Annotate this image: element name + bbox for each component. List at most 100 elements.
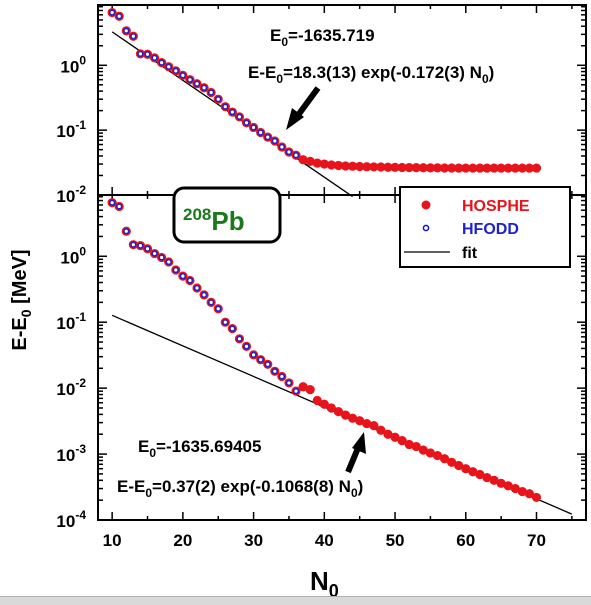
y-tick-label-base: 10: [56, 446, 75, 465]
hfodd-point: [130, 33, 137, 40]
hfodd-point: [229, 325, 236, 332]
y-tick-label: 10-2: [56, 376, 86, 399]
x-tick-label: 20: [173, 531, 192, 550]
hfodd-point: [200, 84, 208, 91]
y-tick-label-base: 10: [56, 187, 75, 206]
top-hfodd-series: [108, 9, 300, 159]
hfodd-point: [285, 148, 293, 156]
hosphe-point: [305, 385, 315, 395]
x-tick-label: 10: [103, 531, 122, 550]
bottom-arrow: [345, 432, 366, 474]
hfodd-point: [250, 351, 257, 359]
x-tick-label: 60: [456, 531, 475, 550]
y-tick-label-exp: -4: [75, 508, 86, 522]
legend-item-fit: fit: [404, 245, 478, 262]
hfodd-point: [243, 343, 250, 350]
hfodd-point: [264, 133, 271, 141]
y-axis-label: E-E0 [MeV]: [9, 249, 34, 350]
y-tick-label-base: 10: [60, 57, 79, 76]
hfodd-point: [285, 379, 293, 387]
legend-item-hfodd: HFODD: [422, 221, 519, 238]
hosphe-point: [369, 421, 379, 431]
hosphe-point: [397, 436, 407, 446]
svg-text:HOSPHE: HOSPHE: [462, 198, 530, 215]
hfodd-point: [137, 50, 144, 58]
hfodd-point: [179, 72, 187, 79]
y-tick-label: 100: [60, 244, 86, 267]
legend: HOSPHE HFODD fit: [399, 186, 571, 268]
hfodd-point: [229, 108, 236, 116]
x-tick-label: 40: [315, 531, 334, 550]
hosphe-point: [376, 425, 386, 435]
hfodd-point: [108, 199, 116, 206]
hfodd-point: [116, 203, 123, 210]
svg-text:fit: fit: [462, 245, 478, 262]
hfodd-point: [151, 250, 158, 257]
y-tick-label: 10-1: [56, 310, 86, 333]
hfodd-point: [158, 59, 165, 66]
hfodd-point: [151, 54, 158, 62]
hosphe-point: [326, 403, 336, 413]
y-tick-label-exp: -1: [75, 118, 86, 132]
y-tick-label-base: 10: [60, 248, 79, 267]
hosphe-point: [524, 489, 535, 499]
x-axis-label: N0: [310, 566, 339, 601]
hfodd-point: [158, 254, 165, 261]
bottom-hfodd-series: [108, 199, 300, 395]
hfodd-point: [236, 335, 243, 343]
hfodd-point: [179, 272, 187, 280]
bottom-fit-formula: E-E0=0.37(2) exp(-0.1068(8) N0): [117, 477, 363, 500]
legend-item-hosphe: HOSPHE: [421, 198, 530, 215]
nucleus-label-box: 208Pb: [172, 186, 282, 244]
svg-text:HFODD: HFODD: [462, 221, 519, 238]
hfodd-point: [137, 242, 144, 249]
hfodd-point: [172, 67, 179, 75]
window-bottom-bar: [0, 596, 591, 605]
top-arrow: [286, 86, 321, 130]
y-tick-label-exp: -3: [75, 442, 86, 456]
hfodd-point: [207, 299, 215, 306]
y-tick-label: 100: [60, 53, 86, 76]
x-tick-labels: 10 20 30 40 50 60 70: [103, 531, 546, 550]
y-tick-label: 10-1: [56, 118, 86, 141]
hfodd-point: [215, 95, 222, 103]
hfodd-point: [200, 291, 208, 299]
top-axis-ticks: [98, 5, 586, 196]
hfodd-point: [116, 13, 123, 20]
hosphe-point: [312, 395, 322, 406]
hfodd-point: [123, 228, 130, 235]
x-tick-label: 30: [244, 531, 263, 550]
y-tick-label-exp: 0: [79, 244, 86, 258]
top-e0-annotation: E0=-1635.719: [270, 26, 375, 49]
hfodd-point: [278, 373, 286, 380]
hfodd-point: [130, 241, 137, 248]
y-tick-label-exp: -2: [75, 376, 86, 390]
y-tick-label-exp: 0: [79, 53, 86, 67]
hfodd-point: [193, 284, 201, 292]
hfodd-point: [144, 51, 151, 58]
hosphe-point: [531, 492, 542, 503]
hfodd-point: [207, 89, 215, 96]
hfodd-point: [264, 361, 271, 368]
hfodd-point: [165, 63, 172, 70]
hosphe-point: [319, 399, 329, 409]
hfodd-point: [215, 305, 222, 312]
y-tick-label: 10-4: [56, 508, 86, 531]
y-tick-label: 10-2: [56, 183, 86, 206]
top-fit-formula: E-E0=18.3(13) exp(-0.172(3) N0): [248, 63, 494, 86]
hfodd-point: [271, 137, 279, 145]
hfodd-point: [292, 152, 300, 159]
hfodd-point: [292, 387, 300, 395]
hosphe-point: [531, 163, 542, 173]
hfodd-point: [165, 258, 172, 266]
bottom-e0-annotation: E0=-1635.69405: [138, 437, 261, 460]
hfodd-point: [172, 266, 179, 274]
hfodd-point: [278, 143, 286, 151]
hfodd-point: [271, 368, 279, 375]
y-tick-label-base: 10: [56, 314, 75, 333]
hfodd-point: [193, 80, 201, 87]
